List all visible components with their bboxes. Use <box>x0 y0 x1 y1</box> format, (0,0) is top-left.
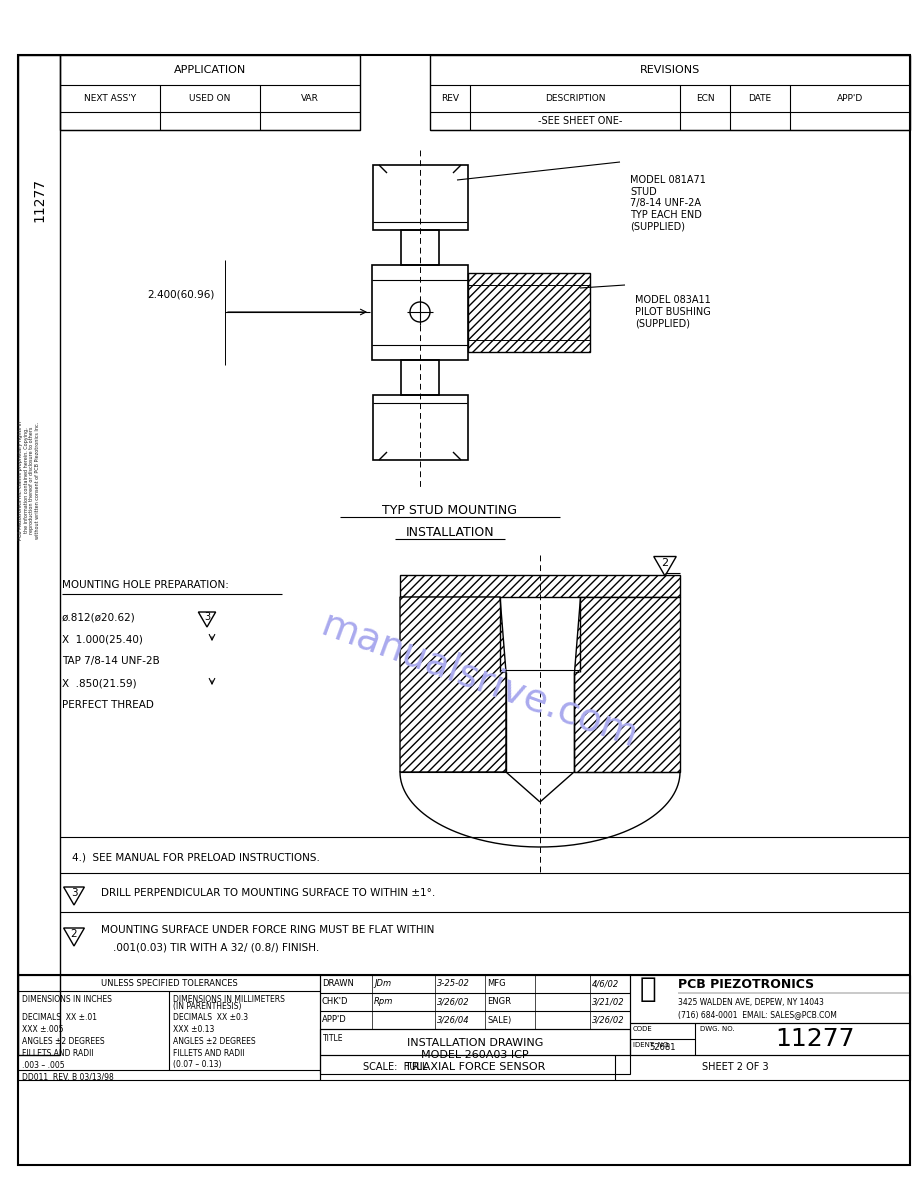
Text: SCALE:  FULL: SCALE: FULL <box>363 1062 427 1072</box>
Text: SALE): SALE) <box>487 1015 511 1024</box>
Text: MFG: MFG <box>487 980 506 989</box>
Text: 3: 3 <box>204 612 210 622</box>
Text: MOUNTING HOLE PREPARATION:: MOUNTING HOLE PREPARATION: <box>62 580 229 590</box>
Text: DRILL PERPENDICULAR TO MOUNTING SURFACE TO WITHIN ±1°.: DRILL PERPENDICULAR TO MOUNTING SURFACE … <box>101 888 435 898</box>
Text: VAR: VAR <box>301 93 319 103</box>
Text: TRIAXIAL FORCE SENSOR: TRIAXIAL FORCE SENSOR <box>405 1062 545 1072</box>
Bar <box>373 164 468 230</box>
Text: -SEE SHEET ONE-: -SEE SHEET ONE- <box>538 116 622 127</box>
Bar <box>320 1029 630 1074</box>
Text: UNLESS SPECIFIED TOLERANCES: UNLESS SPECIFIED TOLERANCES <box>101 978 238 988</box>
Bar <box>373 395 468 460</box>
Bar <box>18 54 60 1055</box>
Bar <box>630 1023 910 1055</box>
Text: X  .850(21.59): X .850(21.59) <box>62 678 137 689</box>
Text: (716) 684-0001  EMAIL: SALES@PCB.COM: (716) 684-0001 EMAIL: SALES@PCB.COM <box>678 1010 837 1020</box>
Text: 3/26/04: 3/26/04 <box>437 1015 470 1024</box>
Text: ANGLES ±2 DEGREES: ANGLES ±2 DEGREES <box>22 1036 105 1046</box>
Text: 3/21/02: 3/21/02 <box>592 997 624 1007</box>
Text: .001(0.03) TIR WITH A 32/ (0.8/) FINISH.: .001(0.03) TIR WITH A 32/ (0.8/) FINISH. <box>113 943 319 953</box>
Text: 52681: 52681 <box>650 1043 677 1053</box>
Text: INSTALLATION DRAWING: INSTALLATION DRAWING <box>407 1037 543 1048</box>
Text: PCB PIEZOTRONICS: PCB PIEZOTRONICS <box>678 978 814 991</box>
Bar <box>401 360 439 395</box>
Text: INSTALLATION: INSTALLATION <box>406 525 494 538</box>
Text: ø.812(ø20.62): ø.812(ø20.62) <box>62 612 136 622</box>
Text: 11277: 11277 <box>32 177 46 222</box>
Text: ANGLES ±2 DEGREES: ANGLES ±2 DEGREES <box>173 1036 255 1046</box>
Text: USED ON: USED ON <box>189 93 230 103</box>
Polygon shape <box>574 597 680 772</box>
Text: (IN PARENTHESIS): (IN PARENTHESIS) <box>173 1002 241 1011</box>
Text: DIMENSIONS IN INCHES: DIMENSIONS IN INCHES <box>22 995 112 1003</box>
Text: REVISIONS: REVISIONS <box>640 65 700 75</box>
Text: DIMENSIONS IN MILLIMETERS: DIMENSIONS IN MILLIMETERS <box>173 995 285 1003</box>
Polygon shape <box>400 575 680 597</box>
Text: MODEL 083A11
PILOT BUSHING
(SUPPLIED): MODEL 083A11 PILOT BUSHING (SUPPLIED) <box>635 295 711 328</box>
Text: JDm: JDm <box>374 980 391 989</box>
Text: NEXT ASS'Y: NEXT ASS'Y <box>84 93 136 103</box>
Bar <box>60 54 360 130</box>
Bar <box>18 975 320 1080</box>
Text: 4.)  SEE MANUAL FOR PRELOAD INSTRUCTIONS.: 4.) SEE MANUAL FOR PRELOAD INSTRUCTIONS. <box>72 852 319 862</box>
Text: (0.07 – 0.13): (0.07 – 0.13) <box>173 1060 221 1069</box>
Bar <box>630 975 910 1023</box>
Text: TITLE: TITLE <box>323 1034 343 1043</box>
Text: XXX ±0.13: XXX ±0.13 <box>173 1024 215 1034</box>
Text: 11277: 11277 <box>775 1027 855 1051</box>
Text: DATE: DATE <box>748 93 771 103</box>
Polygon shape <box>468 273 590 353</box>
Text: Ⓟ: Ⓟ <box>640 975 656 1003</box>
Text: APPLICATION: APPLICATION <box>174 65 246 75</box>
Text: TAP 7/8-14 UNF-2B: TAP 7/8-14 UNF-2B <box>62 657 160 666</box>
Text: 3425 WALDEN AVE, DEPEW, NY 14043: 3425 WALDEN AVE, DEPEW, NY 14043 <box>678 998 823 1008</box>
Text: 3/26/02: 3/26/02 <box>437 997 470 1007</box>
Bar <box>372 265 468 360</box>
Text: CHK'D: CHK'D <box>322 997 349 1007</box>
Text: PCB Piezotronics Inc. claims proprietary rights in
the information contained her: PCB Piezotronics Inc. claims proprietary… <box>17 420 40 539</box>
Text: .003 – .005: .003 – .005 <box>22 1060 64 1069</box>
Text: APP'D: APP'D <box>322 1015 347 1024</box>
Text: CODE: CODE <box>633 1026 653 1032</box>
Text: 3/26/02: 3/26/02 <box>592 1015 624 1024</box>
Text: 2: 2 <box>662 558 668 568</box>
Text: IDENT. NO.: IDENT. NO. <box>633 1042 670 1048</box>
Text: APP'D: APP'D <box>837 93 863 103</box>
Text: ENGR: ENGR <box>487 997 511 1007</box>
Text: X  1.000(25.40): X 1.000(25.40) <box>62 634 143 644</box>
Bar <box>430 54 910 130</box>
Text: SHEET 2 OF 3: SHEET 2 OF 3 <box>701 1062 768 1072</box>
Text: XXX ±.005: XXX ±.005 <box>22 1024 63 1034</box>
Text: REV: REV <box>441 93 459 103</box>
Polygon shape <box>400 597 506 772</box>
Text: MODEL 260A03 ICP: MODEL 260A03 ICP <box>421 1051 529 1060</box>
Text: 4/6/02: 4/6/02 <box>592 980 620 989</box>
Text: 3-25-02: 3-25-02 <box>437 980 470 989</box>
Text: DECIMALS  XX ±.01: DECIMALS XX ±.01 <box>22 1013 97 1021</box>
Text: DD011  REV. B 03/13/98: DD011 REV. B 03/13/98 <box>22 1073 114 1081</box>
Text: MODEL 081A71
STUD
7/8-14 UNF-2A
TYP EACH END
(SUPPLIED): MODEL 081A71 STUD 7/8-14 UNF-2A TYP EACH… <box>630 175 706 232</box>
Text: DECIMALS  XX ±0.3: DECIMALS XX ±0.3 <box>173 1013 248 1021</box>
Text: TYP STUD MOUNTING: TYP STUD MOUNTING <box>383 504 518 517</box>
Text: DWG. NO.: DWG. NO. <box>700 1026 734 1032</box>
Text: MOUNTING SURFACE UNDER FORCE RING MUST BE FLAT WITHIN: MOUNTING SURFACE UNDER FORCE RING MUST B… <box>101 925 434 935</box>
Text: 3: 3 <box>71 888 77 898</box>
Bar <box>401 230 439 265</box>
Text: 2.400(60.96): 2.400(60.96) <box>148 289 215 299</box>
Text: ECN: ECN <box>696 93 714 103</box>
Bar <box>320 975 630 1055</box>
Text: DRAWN: DRAWN <box>322 980 353 989</box>
Text: FILLETS AND RADII: FILLETS AND RADII <box>173 1048 244 1058</box>
Text: PERFECT THREAD: PERFECT THREAD <box>62 700 154 710</box>
Text: manualsrive.com: manualsrive.com <box>317 605 644 755</box>
Text: 2: 2 <box>71 929 77 939</box>
Text: DESCRIPTION: DESCRIPTION <box>544 93 605 103</box>
Bar <box>320 1055 910 1080</box>
Text: FILLETS AND RADII: FILLETS AND RADII <box>22 1048 94 1058</box>
Text: Rpm: Rpm <box>374 997 394 1007</box>
